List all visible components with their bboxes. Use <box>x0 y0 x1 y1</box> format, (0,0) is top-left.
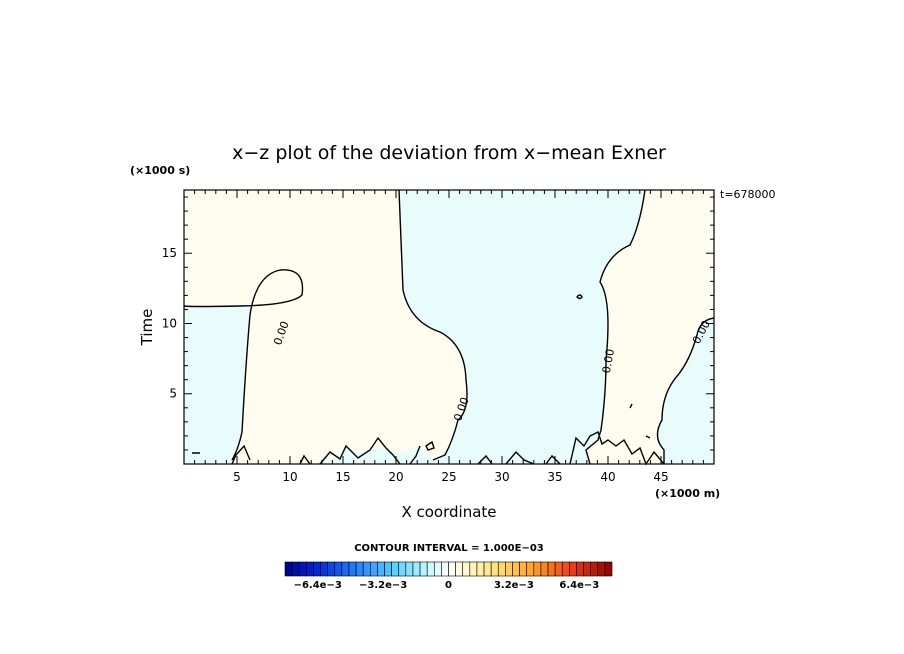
colorbar-tick-label: 0 <box>445 580 452 591</box>
x-axis-label: X coordinate <box>401 503 496 521</box>
colorbar-cell <box>341 561 350 577</box>
colorbar-cell <box>490 561 499 577</box>
x-tick-label: 5 <box>233 470 241 484</box>
colorbar-cell <box>576 561 584 577</box>
colorbar-cell <box>433 561 442 577</box>
x-tick-label: 10 <box>282 470 297 484</box>
contour-zero-2 <box>398 189 468 461</box>
colorbar-cell <box>476 561 485 577</box>
contour-zero-3 <box>585 189 646 465</box>
y-unit-label: (×1000 s) <box>130 164 190 177</box>
colorbar-cell <box>590 561 599 577</box>
colorbar-tick-label: −3.2e−3 <box>359 580 407 591</box>
colorbar-cell <box>320 561 328 577</box>
x-tick-label: 40 <box>600 470 615 484</box>
colorbar-tick-label: −6.4e−3 <box>294 580 342 591</box>
colorbar-cell <box>462 561 471 577</box>
colorbar-tick-label: 6.4e−3 <box>559 580 599 591</box>
y-tick-label: 15 <box>162 246 177 260</box>
colorbar-cell <box>384 561 392 577</box>
y-tick-label: 10 <box>162 316 177 330</box>
positive-region-right <box>586 190 714 464</box>
colorbar-cell <box>327 561 336 577</box>
colorbar-cell <box>497 561 506 577</box>
colorbar-cell <box>604 561 613 577</box>
colorbar-cell <box>526 561 535 577</box>
colorbar-cell <box>334 561 343 577</box>
contour-small-islands <box>192 294 651 454</box>
contour-zero-4 <box>656 317 715 464</box>
colorbar-cell <box>362 561 371 577</box>
colorbar-cell <box>448 561 456 577</box>
colorbar-cell <box>533 561 542 577</box>
x-tick-labels: 5 10 15 20 25 30 35 40 45 <box>233 470 668 484</box>
colorbar-cell <box>505 561 513 577</box>
colorbar-cell <box>569 561 577 577</box>
contour-near-bottom <box>231 431 665 466</box>
colorbar-cell <box>370 561 378 577</box>
colorbar-tick-labels: −6.4e−3 −3.2e−3 0 3.2e−3 6.4e−3 <box>294 580 600 591</box>
contour-label-group-3: 0.00 <box>600 348 617 374</box>
colorbar-cell <box>426 561 435 577</box>
x-tick-label: 45 <box>653 470 668 484</box>
x-unit-label: (×1000 m) <box>655 487 720 500</box>
colorbar-tick-label: 3.2e−3 <box>494 580 534 591</box>
x-tick-label: 25 <box>441 470 456 484</box>
colorbar-cell <box>391 561 400 577</box>
contour-label-3: 0.00 <box>600 348 617 374</box>
x-tick-label: 30 <box>494 470 509 484</box>
colorbar-cell <box>540 561 549 577</box>
colorbar-cell <box>554 561 563 577</box>
colorbar-cell <box>469 561 478 577</box>
colorbar-cell <box>298 561 307 577</box>
time-label: t=678000 <box>720 188 776 201</box>
colorbar-cell <box>561 561 570 577</box>
colorbar-cell <box>441 561 449 577</box>
colorbar-cell <box>284 561 293 577</box>
positive-region-left <box>184 190 467 464</box>
colorbar-cell <box>313 561 321 577</box>
y-axis-label: Time <box>138 309 156 347</box>
colorbar <box>284 561 613 577</box>
colorbar-cell <box>483 561 492 577</box>
colorbar-cell <box>419 561 428 577</box>
axis-ticks <box>184 190 714 464</box>
colorbar-cell <box>583 561 591 577</box>
chart-title: x−z plot of the deviation from x−mean Ex… <box>232 142 666 164</box>
colorbar-cell <box>405 561 414 577</box>
contour-zero-1 <box>183 269 304 461</box>
y-tick-labels: 5 10 15 <box>162 246 177 401</box>
colorbar-cell <box>306 561 314 577</box>
x-tick-label: 20 <box>388 470 403 484</box>
colorbar-cell <box>455 561 464 577</box>
colorbar-cell <box>291 561 300 577</box>
contour-interval-text: CONTOUR INTERVAL = 1.000E−03 <box>354 543 544 554</box>
colorbar-cell <box>398 561 407 577</box>
colorbar-cell <box>377 561 385 577</box>
colorbar-cell <box>519 561 527 577</box>
y-axis-label-group: Time <box>138 309 156 347</box>
colorbar-cell <box>348 561 357 577</box>
colorbar-cell <box>512 561 520 577</box>
colorbar-cell <box>355 561 364 577</box>
colorbar-cell <box>412 561 421 577</box>
y-tick-label: 5 <box>169 387 177 401</box>
x-tick-label: 35 <box>547 470 562 484</box>
colorbar-cell <box>547 561 556 577</box>
colorbar-cell <box>597 561 606 577</box>
x-tick-label: 15 <box>335 470 350 484</box>
plot-area: 0.00 0.00 0.00 0.00 <box>183 189 715 466</box>
